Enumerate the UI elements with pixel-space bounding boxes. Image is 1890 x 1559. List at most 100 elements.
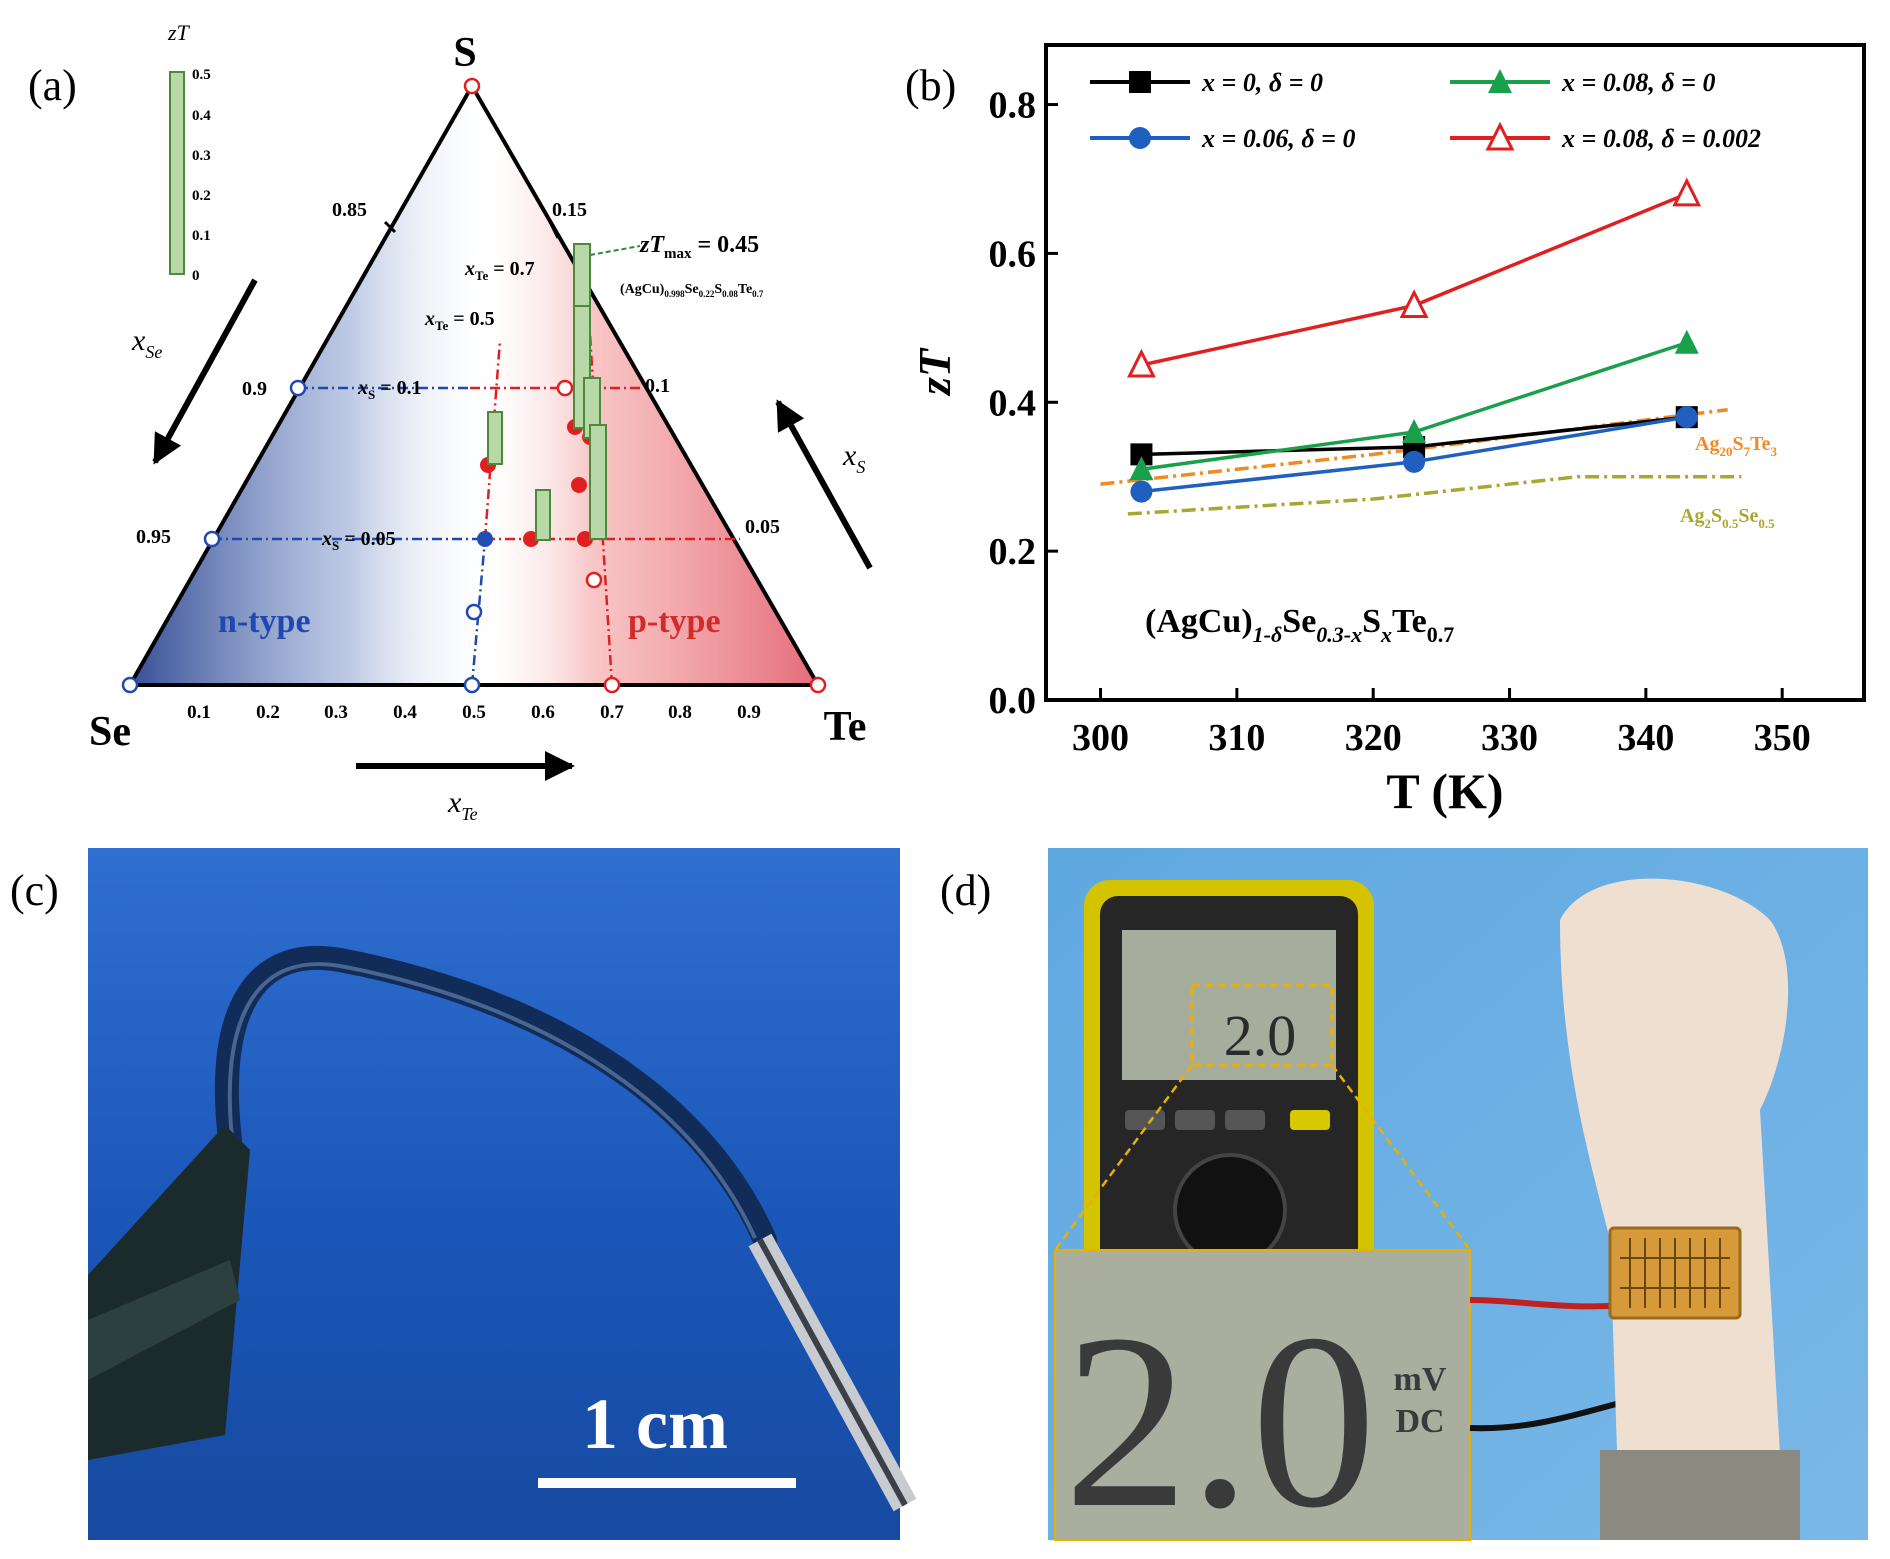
vertex-s-label: S: [453, 30, 476, 76]
bottom-tick: 0.6: [531, 702, 555, 723]
x-tick-label: 330: [1481, 717, 1538, 759]
data-point: [1129, 456, 1154, 481]
bottom-edge-marker: [463, 676, 481, 694]
data-point: [1674, 329, 1699, 354]
bottom-tick: 0.4: [393, 702, 417, 723]
guide-xte05-red: [483, 339, 502, 540]
scale-bar-label: 1 cm: [582, 1384, 728, 1464]
axis-se-label: xSe: [131, 324, 162, 362]
annotation-formula: (AgCu)0.998Se0.22S0.08Te0.7: [620, 282, 764, 299]
legend-marker: [1485, 121, 1515, 151]
x-tick-label: 350: [1754, 717, 1811, 759]
vertex-te-label: Te: [824, 704, 867, 750]
colorbar-title: zT: [167, 20, 191, 45]
bottom-tick: 0.5: [462, 702, 486, 723]
legend-marker: [1129, 127, 1151, 149]
display-reading-large: 2.0: [1064, 1283, 1377, 1559]
zt-bars: [487, 243, 607, 541]
bottom-tick: 0.2: [256, 702, 280, 723]
panel-b-label: (b): [905, 61, 956, 110]
zt-bar: [535, 489, 551, 541]
chart-layer: 300 310 320 330 340 350 0.0 0.2 0.4 0.6 0.8 T (K) zT…: [909, 68, 1811, 819]
left-edge-marker: [289, 379, 307, 397]
legend-marker: [1488, 69, 1512, 93]
meter-button: [1125, 1110, 1165, 1130]
legend-label: x = 0, δ = 0: [1201, 68, 1323, 97]
colorbar-tick: 0: [192, 268, 200, 284]
panel-a: (a) S Se Te 0.1 0.2 0.3 0.4 0.5 0.6 0.7 …: [28, 20, 873, 824]
zoom-region: [1190, 983, 1334, 1067]
bottom-tick: 0.3: [324, 702, 348, 723]
y-tick-label: 0.8: [989, 85, 1037, 127]
vertex-s-marker: [463, 77, 481, 95]
axis-s-label: xS: [842, 439, 865, 477]
zt-bar-max: [573, 243, 591, 307]
x-tick-label: 320: [1345, 717, 1402, 759]
data-point: [1130, 480, 1153, 503]
guide-xte05-blue: [470, 538, 487, 686]
meter-dial: [1173, 1153, 1287, 1267]
meter-button: [1290, 1110, 1330, 1130]
colorbar-tick: 0.4: [192, 108, 211, 124]
scale-bar: [538, 1478, 796, 1488]
tweezers-edge: [757, 1238, 908, 1507]
annotation-xte-07: xTe = 0.7: [464, 258, 535, 283]
unit-mv: mV: [1394, 1361, 1447, 1398]
axis-s-arrow: [775, 399, 873, 570]
zt-bar: [487, 411, 503, 465]
data-point: [1130, 443, 1153, 466]
n-type-composition-point: [477, 531, 493, 547]
unit-dc: DC: [1395, 1403, 1444, 1440]
composition-point: [571, 477, 587, 493]
y-tick-label: 0.6: [989, 233, 1037, 275]
sleeve: [1600, 1450, 1800, 1540]
red-lead: [1469, 1297, 1631, 1310]
flexible-film-strip: [215, 945, 777, 1252]
annotation-xs-005: xS = 0.05: [321, 528, 396, 553]
bottom-tick-labels: 0.1 0.2 0.3 0.4 0.5 0.6 0.7 0.8 0.9: [187, 702, 761, 723]
interior-open-marker: [556, 379, 574, 397]
right-label-015: 0.15: [552, 199, 587, 221]
colorbar-tick: 0.5: [192, 67, 211, 83]
annotation-xs-01: xS = 0.1: [357, 377, 422, 402]
legend-label: x = 0.08, δ = 0.002: [1561, 124, 1761, 153]
n-type-region: [130, 86, 500, 685]
display-reading-small: 2.0: [1224, 1003, 1297, 1068]
x-tick-label: 310: [1208, 717, 1265, 759]
left-label-095: 0.95: [136, 526, 171, 548]
panel-b: (b) 300 310 320 330 340 350 0.0 0.2 0.4 0.6 0.8 T (…: [905, 43, 1866, 819]
y-tick-label: 0.0: [989, 680, 1037, 722]
panel-a-label: (a): [28, 61, 77, 110]
x-axis-title: T (K): [1386, 763, 1503, 819]
annotation-xte-05: xTe = 0.5: [424, 308, 495, 333]
left-edge-marker: [203, 530, 221, 548]
bottom-tick: 0.9: [737, 702, 761, 723]
x-tick-label: 340: [1617, 717, 1674, 759]
n-type-label: n-type: [218, 603, 311, 640]
data-point: [1127, 348, 1156, 378]
wrist-arm: [1560, 878, 1789, 1540]
data-point: [1403, 450, 1426, 473]
black-lead: [1469, 1397, 1631, 1432]
y-axis-title: zT: [909, 347, 960, 397]
x-tick-label: 300: [1072, 717, 1129, 759]
reference-curve: [1127, 474, 1742, 516]
data-point: [1402, 419, 1427, 444]
bottom-tick: 0.7: [600, 702, 624, 723]
legend-marker: [1129, 71, 1151, 93]
meter-button: [1175, 1110, 1215, 1130]
interior-open-marker: [585, 571, 603, 589]
panel-d: (d) 2.0 2.0 mV DC: [940, 848, 1868, 1559]
data-point: [1399, 289, 1429, 319]
panel-c-label: (c): [10, 866, 59, 915]
colorbar-tick: 0.2: [192, 188, 211, 204]
colorbar-tick: 0.1: [192, 228, 211, 244]
clamp-left-shadow: [88, 1260, 240, 1380]
panel-c: (c) 1 cm: [10, 848, 917, 1540]
film-highlight: [227, 962, 757, 1239]
y-tick-label: 0.2: [989, 531, 1037, 573]
right-label-01: 0.1: [645, 375, 670, 397]
ref-ag20-label: Ag20S7Te3: [1695, 433, 1777, 459]
y-tick-label: 0.4: [989, 382, 1037, 424]
